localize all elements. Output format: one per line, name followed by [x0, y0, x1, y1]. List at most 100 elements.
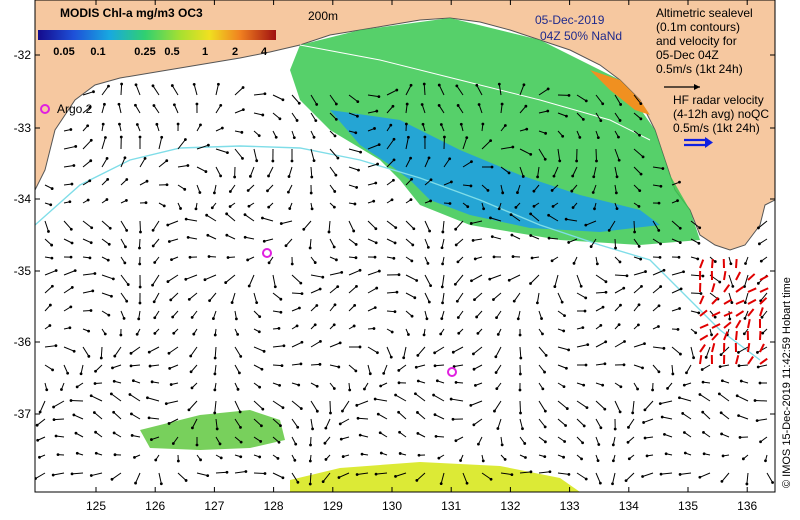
- velocity-arrowhead: [167, 351, 171, 355]
- hf-radar-arrow: [699, 344, 706, 353]
- velocity-arrow: [249, 166, 255, 177]
- velocity-arrow: [112, 364, 122, 369]
- velocity-arrow: [367, 94, 379, 98]
- velocity-arrowhead: [377, 143, 381, 147]
- velocity-arrowhead: [536, 175, 540, 179]
- velocity-arrowhead: [300, 292, 304, 296]
- velocity-arrowhead: [494, 371, 498, 374]
- velocity-arrowhead: [481, 122, 485, 126]
- velocity-arrowhead: [48, 324, 52, 327]
- velocity-arrowhead: [659, 285, 663, 288]
- velocity-arrow: [548, 237, 559, 240]
- velocity-arrow: [473, 364, 483, 370]
- velocity-arrowhead: [486, 188, 490, 192]
- velocity-arrowhead: [410, 177, 413, 181]
- velocity-arrowhead: [171, 315, 175, 319]
- velocity-arrowhead: [228, 190, 232, 193]
- velocity-arrowhead: [89, 474, 93, 477]
- velocity-arrowhead: [70, 472, 74, 476]
- velocity-arrowhead: [697, 311, 701, 315]
- velocity-arrowhead: [87, 354, 91, 358]
- velocity-arrow: [495, 346, 502, 357]
- altimetry-legend-line: Altimetric sealevel: [656, 6, 753, 20]
- colorbar-tick-label: 0.25: [134, 46, 155, 58]
- velocity-arrowhead: [337, 365, 341, 369]
- velocity-arrowhead: [105, 156, 109, 160]
- velocity-arrow: [424, 274, 432, 286]
- velocity-arrow: [557, 364, 567, 369]
- velocity-arrow: [234, 418, 241, 428]
- velocity-arrow: [348, 166, 359, 171]
- velocity-arrow: [120, 274, 129, 285]
- velocity-arrow: [720, 364, 730, 368]
- velocity-arrowhead: [150, 438, 153, 441]
- velocity-arrow: [481, 140, 491, 150]
- velocity-arrowhead: [524, 104, 528, 108]
- velocity-arrowhead: [134, 103, 137, 107]
- velocity-arrow: [357, 417, 369, 420]
- velocity-arrowhead: [147, 416, 151, 420]
- velocity-arrow: [348, 364, 357, 372]
- velocity-arrowhead: [340, 270, 344, 274]
- velocity-arrowhead: [145, 179, 149, 183]
- velocity-arrowhead: [348, 388, 352, 392]
- hf-radar-arrow: [711, 283, 716, 293]
- velocity-arrowhead: [392, 158, 396, 162]
- velocity-arrowhead: [54, 434, 58, 438]
- velocity-arrow: [101, 137, 106, 150]
- hf-legend-arrowhead: [705, 137, 713, 148]
- velocity-arrow: [310, 274, 323, 278]
- velocity-arrowhead: [676, 328, 680, 331]
- velocity-arrow: [576, 274, 582, 287]
- velocity-arrow: [338, 472, 350, 478]
- velocity-arrowhead: [199, 458, 202, 462]
- velocity-arrow: [225, 274, 236, 283]
- velocity-arrowhead: [398, 430, 401, 434]
- velocity-arrowhead: [191, 426, 194, 430]
- velocity-arrowhead: [279, 424, 282, 428]
- altimetry-legend-line: (0.1m contours): [656, 20, 740, 34]
- altimetry-legend: Altimetric sealevel (0.1m contours) and …: [656, 6, 753, 90]
- velocity-arrowhead: [258, 455, 262, 459]
- velocity-arrowhead: [297, 383, 301, 387]
- velocity-arrow: [405, 292, 416, 299]
- velocity-arrow: [167, 274, 179, 282]
- velocity-arrow: [101, 158, 108, 168]
- velocity-arrow: [147, 397, 160, 402]
- velocity-arrowhead: [69, 399, 73, 402]
- velocity-arrow: [234, 471, 246, 474]
- velocity-arrowhead: [440, 285, 444, 289]
- velocity-arrowhead: [439, 332, 443, 336]
- velocity-arrowhead: [73, 269, 77, 273]
- velocity-arrowhead: [413, 296, 417, 300]
- velocity-arrow: [553, 166, 559, 177]
- velocity-arrowhead: [169, 298, 173, 302]
- velocity-arrowhead: [397, 273, 401, 277]
- velocity-arrowhead: [564, 217, 568, 221]
- velocity-arrowhead: [241, 108, 245, 112]
- velocity-arrow: [557, 292, 563, 303]
- velocity-arrow: [329, 166, 337, 176]
- velocity-arrow: [758, 364, 768, 368]
- velocity-arrow: [471, 274, 483, 282]
- chl-orange-coast: [590, 70, 650, 115]
- velocity-arrowhead: [591, 191, 595, 194]
- velocity-arrowhead: [470, 160, 473, 164]
- velocity-arrowhead: [700, 368, 704, 371]
- velocity-arrow: [131, 413, 141, 420]
- velocity-arrowhead: [511, 255, 515, 258]
- velocity-arrow: [367, 110, 377, 114]
- velocity-arrowhead: [150, 380, 154, 384]
- velocity-arrowhead: [619, 103, 623, 106]
- velocity-arrow: [53, 472, 65, 476]
- velocity-arrowhead: [166, 223, 170, 227]
- argo-marker: [262, 248, 272, 258]
- velocity-arrowhead: [284, 244, 288, 248]
- velocity-arrow: [576, 112, 584, 120]
- velocity-arrow: [234, 400, 241, 413]
- velocity-arrow: [94, 412, 103, 420]
- velocity-arrowhead: [456, 316, 460, 319]
- velocity-arrow: [590, 238, 597, 247]
- velocity-arrow: [608, 220, 616, 231]
